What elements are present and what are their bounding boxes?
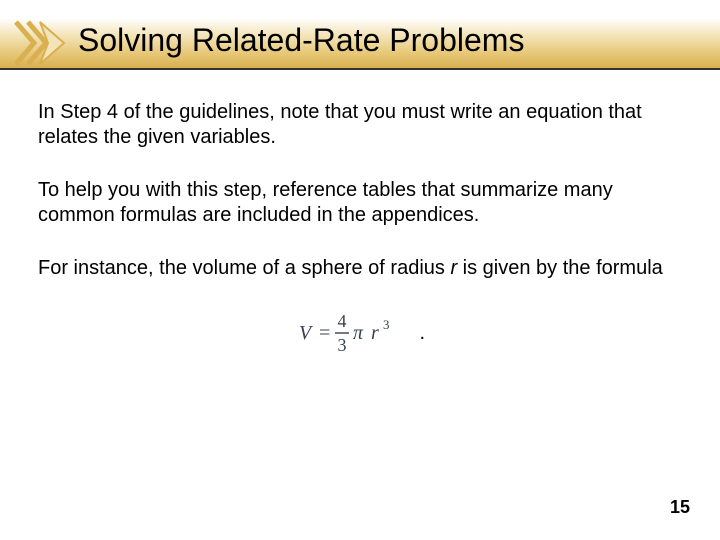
formula-exp: 3 [383,317,390,332]
formula-period: . [419,322,425,345]
formula-var: r [371,322,379,344]
p3-post: is given by the formula [457,257,663,279]
formula-num: 4 [337,311,346,331]
formula-lhs: V [299,322,314,344]
paragraph-2: To help you with this step, reference ta… [38,178,682,228]
volume-formula: V = 4 3 π r 3 [295,309,405,357]
chevron-icon [12,20,68,66]
formula-pi: π [353,322,364,344]
page-number: 15 [670,497,690,518]
paragraph-1: In Step 4 of the guidelines, note that y… [38,100,682,150]
p3-pre: For instance, the volume of a sphere of … [38,257,450,279]
formula-row: V = 4 3 π r 3 . [38,309,682,357]
title-underline [0,68,720,70]
page-title: Solving Related-Rate Problems [78,22,524,59]
formula-den: 3 [337,335,346,355]
paragraph-3: For instance, the volume of a sphere of … [38,256,682,281]
body-content: In Step 4 of the guidelines, note that y… [38,100,682,357]
formula-eq: = [319,322,330,344]
